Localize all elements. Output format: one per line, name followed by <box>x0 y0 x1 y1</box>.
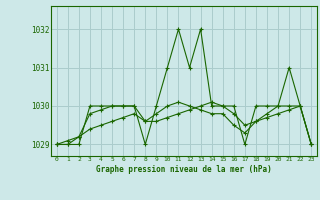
X-axis label: Graphe pression niveau de la mer (hPa): Graphe pression niveau de la mer (hPa) <box>96 165 272 174</box>
